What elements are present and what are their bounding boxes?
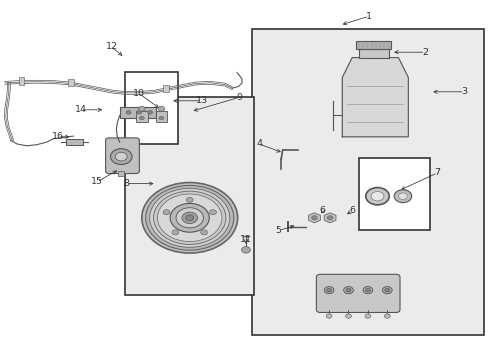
Bar	[68, 79, 74, 86]
Circle shape	[137, 111, 142, 114]
Circle shape	[159, 116, 163, 120]
Circle shape	[110, 149, 132, 165]
Text: 7: 7	[434, 168, 440, 177]
Bar	[124, 97, 254, 295]
Circle shape	[393, 190, 411, 203]
Circle shape	[364, 314, 370, 318]
Circle shape	[241, 247, 250, 253]
Bar	[124, 72, 178, 144]
Bar	[359, 158, 429, 230]
Circle shape	[185, 215, 193, 221]
Circle shape	[126, 111, 131, 114]
Text: 2: 2	[422, 48, 427, 57]
Circle shape	[170, 203, 209, 232]
Text: 14: 14	[75, 105, 86, 114]
Bar	[118, 171, 124, 176]
Bar	[356, 41, 390, 49]
Bar	[251, 29, 483, 335]
Circle shape	[362, 287, 372, 294]
Text: 16: 16	[52, 132, 63, 141]
FancyBboxPatch shape	[105, 138, 139, 174]
Circle shape	[345, 314, 351, 318]
Bar	[163, 85, 169, 92]
Text: 15: 15	[91, 177, 102, 186]
Circle shape	[370, 192, 383, 201]
Circle shape	[346, 288, 350, 292]
Circle shape	[172, 230, 179, 235]
Text: 1: 1	[366, 12, 371, 21]
Bar	[120, 107, 156, 118]
Text: 9: 9	[236, 93, 242, 102]
Circle shape	[163, 210, 169, 215]
Bar	[136, 111, 147, 122]
Circle shape	[326, 216, 332, 220]
Circle shape	[115, 152, 127, 161]
Bar	[65, 139, 83, 145]
Circle shape	[365, 188, 388, 205]
Circle shape	[158, 106, 164, 111]
Text: 10: 10	[133, 89, 145, 98]
Circle shape	[145, 185, 233, 250]
Text: 11: 11	[240, 235, 251, 244]
Text: 6: 6	[348, 206, 354, 215]
Bar	[358, 49, 387, 58]
Circle shape	[365, 288, 369, 292]
Circle shape	[384, 288, 389, 292]
Circle shape	[139, 116, 144, 120]
Text: 8: 8	[123, 179, 129, 188]
Circle shape	[326, 288, 331, 292]
FancyBboxPatch shape	[316, 274, 399, 312]
Text: 5: 5	[275, 226, 281, 235]
Circle shape	[186, 197, 193, 202]
Circle shape	[182, 212, 197, 224]
Bar	[19, 77, 24, 85]
Circle shape	[325, 314, 331, 318]
Circle shape	[382, 287, 391, 294]
Circle shape	[384, 314, 389, 318]
Circle shape	[153, 191, 225, 244]
Circle shape	[311, 216, 317, 220]
Bar	[155, 111, 167, 122]
Circle shape	[176, 208, 203, 228]
Text: 6: 6	[319, 206, 325, 215]
Text: 4: 4	[256, 139, 262, 148]
Circle shape	[142, 183, 237, 253]
Circle shape	[324, 287, 333, 294]
Circle shape	[209, 210, 216, 215]
Circle shape	[343, 287, 353, 294]
Circle shape	[149, 188, 229, 247]
Circle shape	[138, 106, 145, 111]
Circle shape	[200, 230, 207, 235]
Circle shape	[398, 193, 407, 199]
Circle shape	[157, 194, 222, 242]
Circle shape	[147, 111, 152, 114]
Text: 3: 3	[461, 87, 467, 96]
Text: 13: 13	[196, 96, 207, 105]
Polygon shape	[342, 58, 407, 137]
Text: 12: 12	[105, 42, 117, 51]
